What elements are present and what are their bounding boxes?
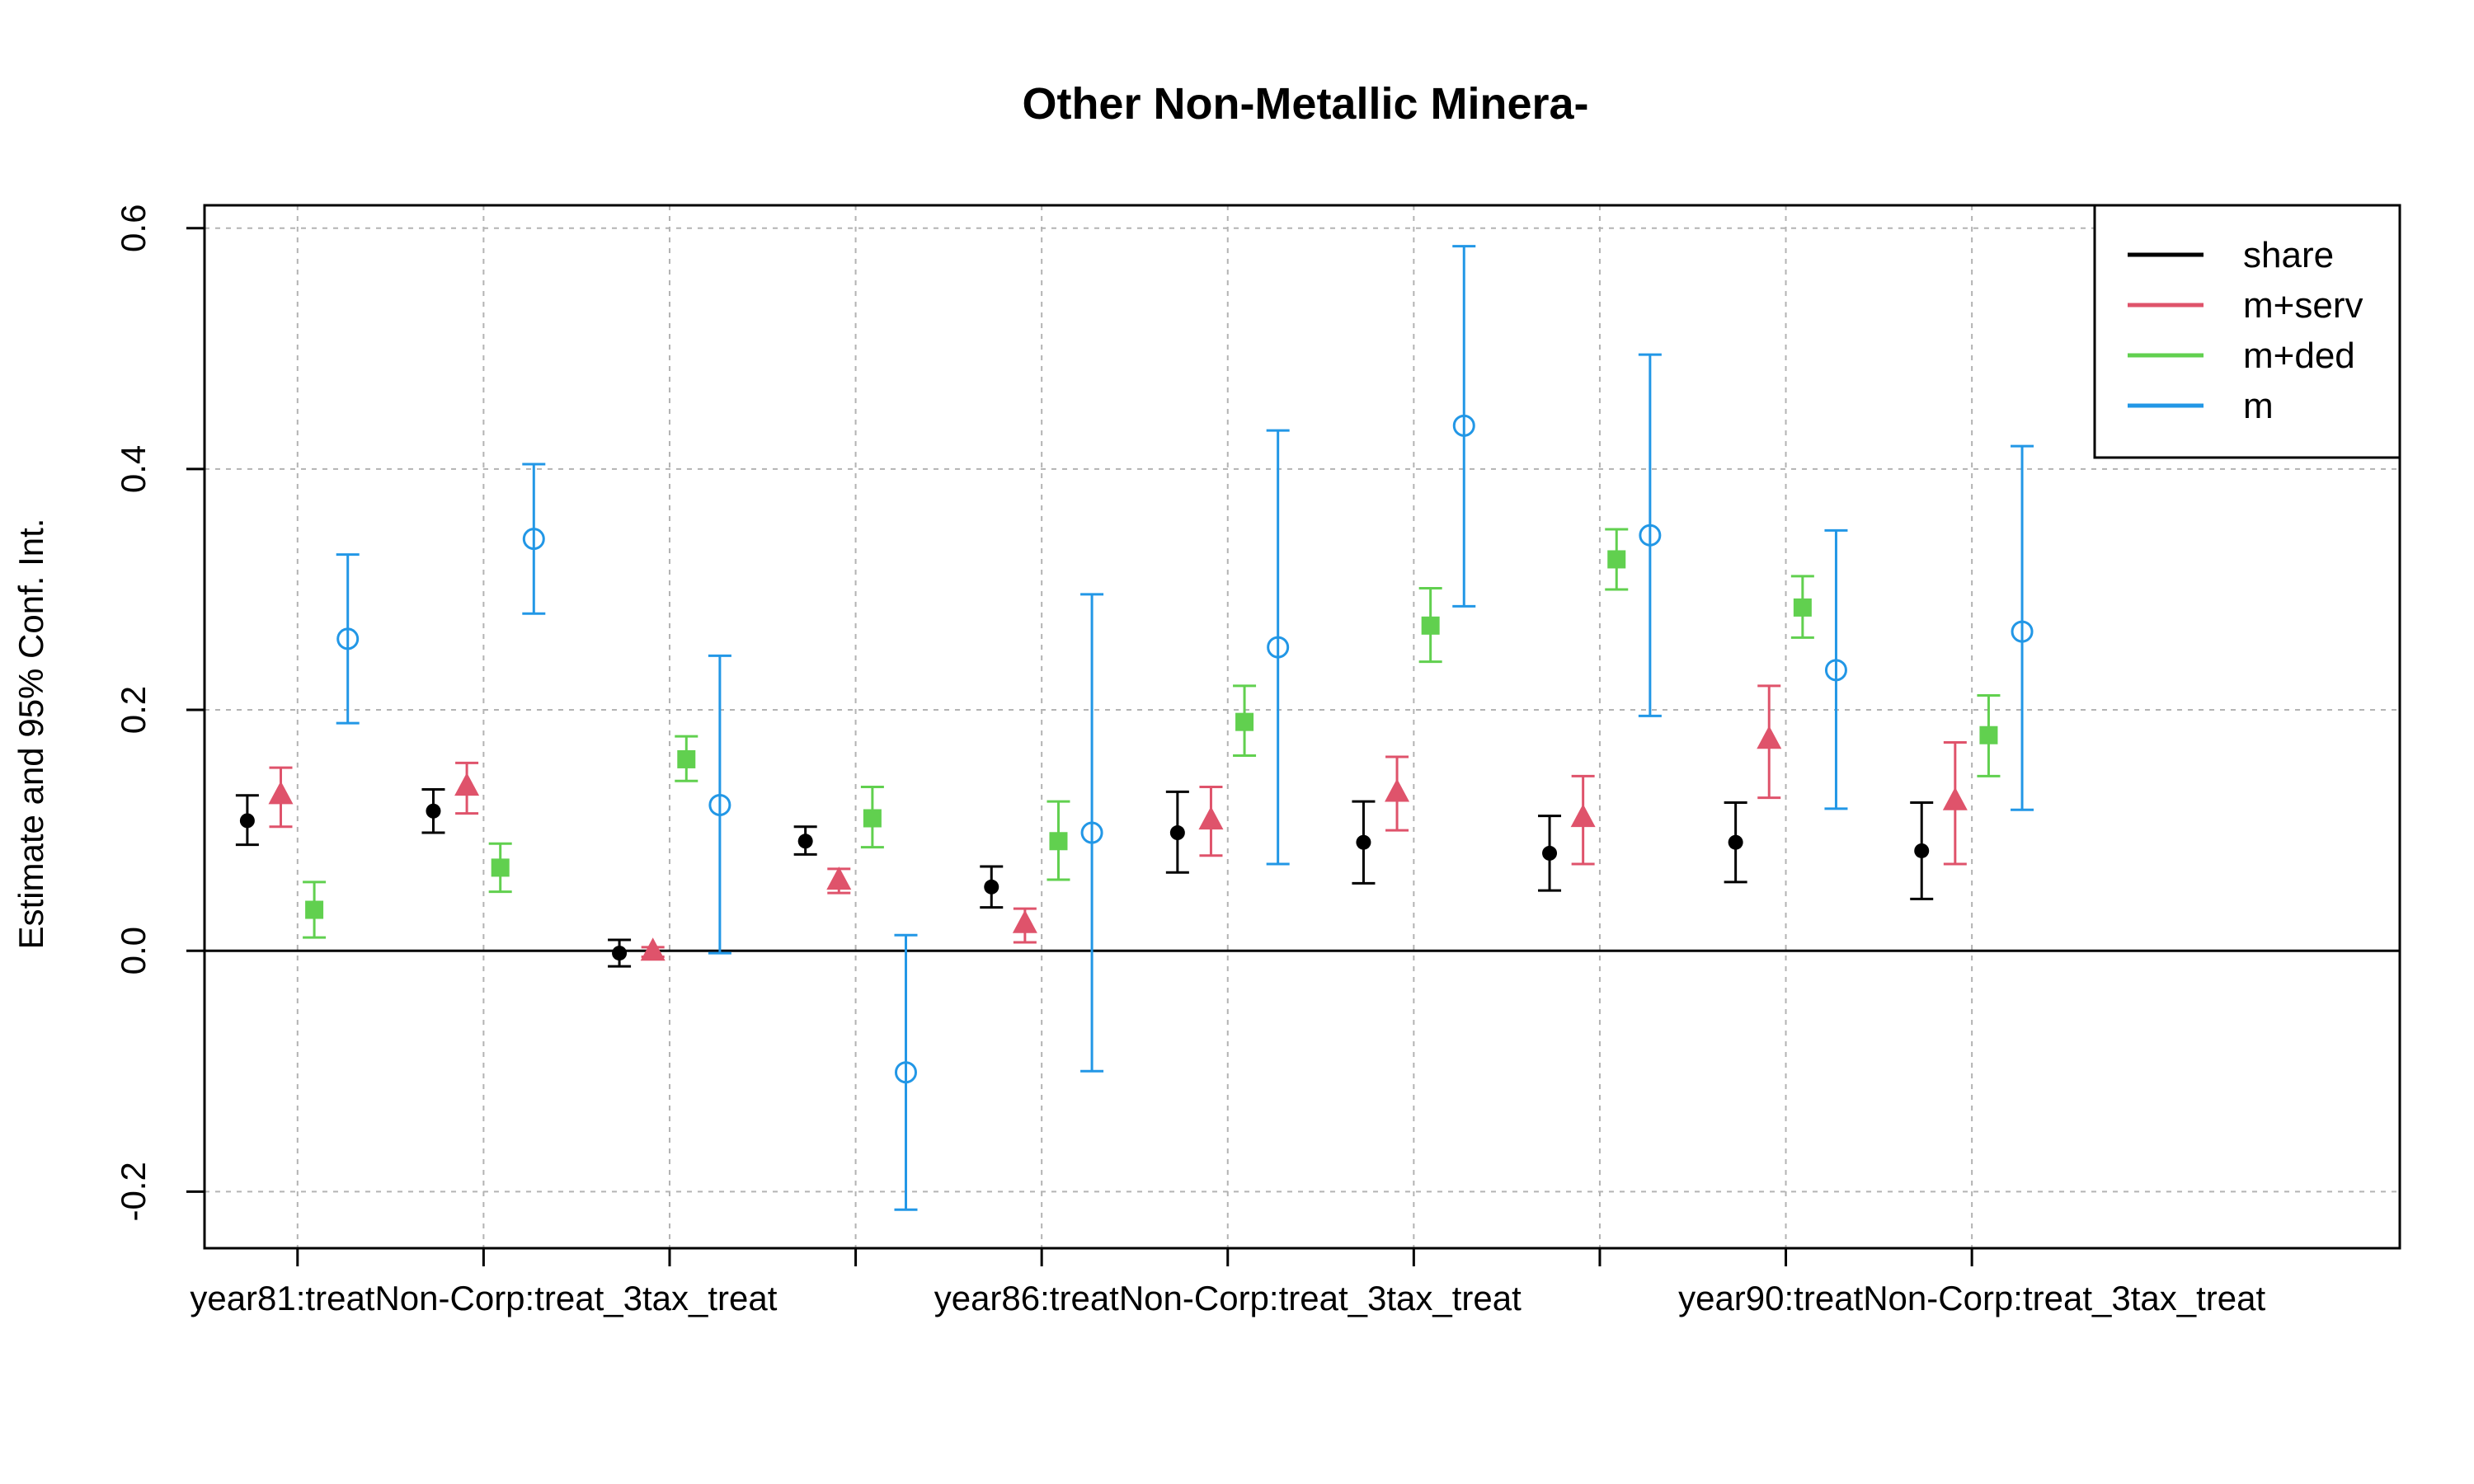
legend-box bbox=[2093, 204, 2401, 459]
data-point bbox=[1824, 659, 1847, 682]
data-point bbox=[1570, 804, 1596, 828]
data-point bbox=[2011, 620, 2034, 643]
data-point bbox=[677, 749, 696, 768]
axes-layer: -0.2 0.0 0.2 0.4 0.6 year81:treatNon-Corp:tre… bbox=[114, 204, 2401, 1317]
series-m-ded bbox=[303, 528, 2001, 939]
data-point bbox=[1452, 414, 1475, 437]
data-point bbox=[491, 858, 510, 877]
data-point bbox=[1169, 825, 1185, 841]
data-point bbox=[1421, 616, 1440, 635]
data-point bbox=[1356, 834, 1371, 850]
legend-item: m+ded bbox=[2128, 336, 2355, 376]
data-point bbox=[1385, 778, 1410, 802]
legend: share m+serv m+ded m bbox=[2093, 204, 2401, 459]
series-m-serv bbox=[268, 684, 1968, 961]
series-layer bbox=[235, 245, 2034, 1211]
data-point bbox=[1728, 834, 1743, 850]
y-tick-label: 0.6 bbox=[114, 204, 153, 252]
data-point bbox=[1793, 598, 1812, 617]
data-point bbox=[1080, 821, 1103, 844]
legend-label: m bbox=[2243, 386, 2274, 426]
data-point bbox=[797, 834, 813, 849]
legend-label: m+serv bbox=[2243, 285, 2363, 326]
legend-item: share bbox=[2128, 235, 2334, 275]
data-point bbox=[1267, 636, 1290, 659]
y-tick-label: 0.4 bbox=[114, 445, 153, 493]
data-point bbox=[239, 813, 255, 829]
data-point bbox=[1914, 843, 1930, 858]
data-point bbox=[1607, 550, 1626, 569]
data-point bbox=[268, 781, 294, 805]
data-point bbox=[1012, 909, 1037, 933]
data-point bbox=[1942, 787, 1968, 810]
data-point bbox=[305, 900, 324, 919]
data-point bbox=[426, 803, 441, 819]
chart-title: Other Non-Metallic Minera- bbox=[1022, 79, 1588, 129]
y-axis-label: Estimate and 95% Conf. Int. bbox=[12, 519, 50, 950]
x-tick-label: year81:treatNon-Corp:treat_3tax_treat bbox=[190, 1279, 777, 1317]
data-point bbox=[826, 866, 852, 890]
data-point bbox=[1542, 845, 1558, 861]
data-point bbox=[1979, 726, 1998, 744]
series-m bbox=[336, 245, 2034, 1211]
y-tick-label: 0.0 bbox=[114, 927, 153, 974]
plot-frame bbox=[203, 204, 2401, 1250]
legend-label: m+ded bbox=[2243, 336, 2355, 376]
data-point bbox=[1757, 726, 1782, 749]
x-tick-label: year90:treatNon-Corp:treat_3tax_treat bbox=[1678, 1279, 2265, 1317]
data-point bbox=[1639, 524, 1662, 547]
legend-item: m bbox=[2128, 386, 2274, 426]
data-point bbox=[1198, 806, 1224, 830]
legend-item: m+serv bbox=[2128, 285, 2363, 326]
data-point bbox=[612, 946, 628, 961]
data-point bbox=[1235, 712, 1254, 731]
legend-label: share bbox=[2243, 235, 2334, 275]
data-point bbox=[336, 627, 360, 650]
data-point bbox=[894, 1061, 917, 1084]
data-point bbox=[708, 793, 731, 816]
x-tick-label: year86:treatNon-Corp:treat_3tax_treat bbox=[934, 1279, 1522, 1317]
series-share bbox=[235, 787, 1934, 968]
data-point bbox=[863, 809, 882, 828]
y-tick-label: 0.2 bbox=[114, 686, 153, 734]
data-point bbox=[1049, 832, 1068, 851]
data-point bbox=[454, 773, 480, 796]
data-point bbox=[984, 879, 999, 895]
y-tick-label: -0.2 bbox=[114, 1162, 153, 1221]
data-point bbox=[522, 528, 545, 551]
data-point bbox=[640, 937, 666, 961]
